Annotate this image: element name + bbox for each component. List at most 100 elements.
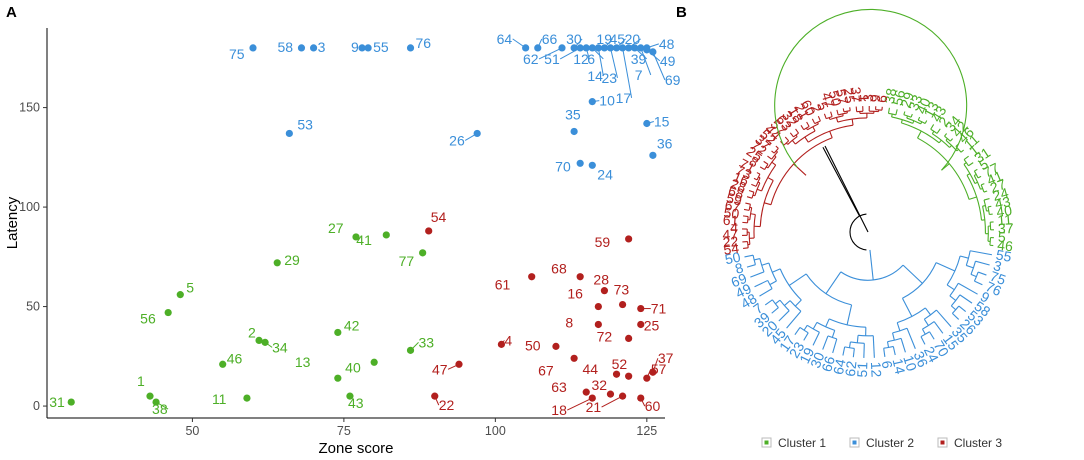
scatter-point <box>594 302 602 311</box>
cluster-2-branch <box>803 325 808 331</box>
point-label: 4 <box>504 332 512 348</box>
leaf-label: 67 <box>724 197 742 216</box>
cluster-2-branch <box>892 332 895 341</box>
leaf-label: 33 <box>905 92 926 112</box>
cluster-1-leaf-branch <box>980 183 985 186</box>
scatter-point <box>588 44 596 52</box>
cluster-3-branch <box>767 177 774 181</box>
cluster-3-branch <box>804 136 809 143</box>
cluster-2-leaf-branch <box>952 312 960 320</box>
root-arc <box>849 213 867 251</box>
point-label: 66 <box>542 31 558 47</box>
point-label: 70 <box>555 158 571 174</box>
scatter-point <box>625 235 633 243</box>
point-label: 14 <box>587 68 603 84</box>
cluster-2-branch <box>886 341 890 348</box>
cluster-2-branch <box>896 322 901 331</box>
cluster-1-arc <box>980 184 985 193</box>
cluster-3-arc <box>748 232 751 245</box>
scatter-point <box>334 328 342 337</box>
scatter-point <box>576 273 584 281</box>
cluster-3-branch <box>757 181 761 184</box>
scatter-point <box>643 374 651 382</box>
y-tick-label: 150 <box>19 101 40 115</box>
leaf-label: 47 <box>818 90 838 110</box>
leaf-label: 38 <box>881 87 899 105</box>
cluster-3-leaf-branch <box>753 177 758 181</box>
scatter-point <box>358 44 366 52</box>
scatter-point <box>297 44 306 52</box>
panel-b-letter: B <box>676 4 687 21</box>
scatter-point <box>152 398 160 406</box>
cluster-2-branch <box>949 295 957 301</box>
cluster-2-branch <box>831 330 836 338</box>
leaf-label: 70 <box>931 338 953 360</box>
leaf-label: 43 <box>993 193 1012 212</box>
cluster-2-branch <box>825 271 842 295</box>
upper-branch <box>822 146 861 217</box>
point-label: 38 <box>152 401 168 417</box>
cluster-1-leaf-branch <box>963 155 969 161</box>
cluster-2-leaf-branch <box>892 346 896 356</box>
scatter-point <box>309 44 318 52</box>
scatter-point <box>285 129 293 138</box>
cluster-3-branch <box>835 117 839 123</box>
leaf-label: 4 <box>730 219 738 235</box>
cluster-1-arc <box>963 159 969 167</box>
scatter-point <box>606 390 615 398</box>
scatter-point <box>637 320 645 329</box>
scatter-point <box>625 372 633 380</box>
cluster-2-leaf-branch <box>900 338 906 353</box>
point-label: 43 <box>348 395 364 411</box>
point-label: 63 <box>551 379 567 395</box>
cluster-3-arc <box>756 173 761 181</box>
scatter-point <box>273 259 281 267</box>
leaf-label: 64 <box>830 357 849 376</box>
leaf-label: 75 <box>988 268 1008 288</box>
cluster-3-leaf-branch <box>743 208 750 211</box>
cluster-2-leaf-branch <box>822 335 829 350</box>
cluster-1-leaf-branch <box>930 124 935 130</box>
cluster-3-arc <box>754 182 761 196</box>
cluster-3-leaf-branch <box>767 155 772 160</box>
label-leader-line <box>601 395 623 408</box>
point-label: 53 <box>297 116 313 132</box>
cluster-3-leaf-branch <box>842 108 845 112</box>
point-label: 5 <box>186 280 194 296</box>
cluster-3-branch <box>791 140 796 145</box>
point-label: 36 <box>657 135 673 151</box>
point-label: 40 <box>345 359 361 375</box>
point-label: 76 <box>416 35 432 51</box>
cluster-2-leaf-branch <box>750 271 765 278</box>
cluster-2-leaf-branch <box>929 331 935 340</box>
scatter-point <box>588 98 596 106</box>
leaf-label: 21 <box>791 100 813 122</box>
cluster-2-leaf-branch <box>959 294 973 304</box>
leaf-label: 6 <box>874 94 891 104</box>
cluster-1-branch <box>900 119 903 124</box>
cluster-2-leaf-branch <box>778 310 790 322</box>
point-label: 1 <box>137 373 145 389</box>
cluster-3-arc <box>751 192 755 199</box>
cluster-2-branch <box>848 341 851 348</box>
cluster-2-leaf-branch <box>958 305 967 312</box>
cluster-2-arc <box>924 309 937 320</box>
scatter-point <box>594 320 602 329</box>
legend-swatch <box>940 440 945 445</box>
leaf-label: 19 <box>796 345 817 366</box>
leaf-label: 37 <box>848 86 865 103</box>
legend-key-box <box>937 437 948 448</box>
scatter-point <box>618 392 627 400</box>
point-label: 62 <box>523 51 539 67</box>
leaf-label: 9 <box>867 94 883 103</box>
cluster-3-arc <box>787 136 798 145</box>
legend-key-box <box>849 437 860 448</box>
cluster-3-arc <box>837 117 867 123</box>
point-label: 24 <box>597 166 613 182</box>
y-axis-title: Latency <box>4 196 21 249</box>
cluster-1-branch <box>920 121 923 125</box>
scatter-point <box>600 44 609 52</box>
point-label: 48 <box>659 36 675 52</box>
